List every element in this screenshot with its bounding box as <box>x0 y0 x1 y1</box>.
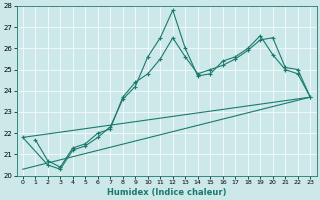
X-axis label: Humidex (Indice chaleur): Humidex (Indice chaleur) <box>107 188 226 197</box>
